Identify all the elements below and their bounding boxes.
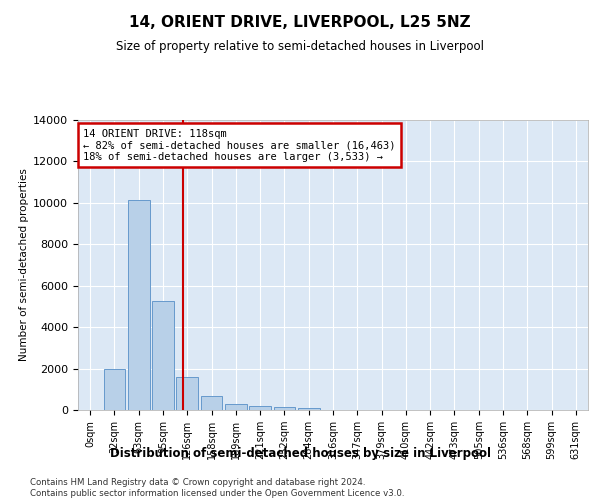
Bar: [200, 396, 223, 410]
Bar: [225, 404, 247, 410]
Bar: [249, 406, 271, 410]
Bar: [298, 408, 320, 410]
Bar: [104, 369, 125, 410]
Bar: [176, 378, 198, 410]
Text: 14, ORIENT DRIVE, LIVERPOOL, L25 5NZ: 14, ORIENT DRIVE, LIVERPOOL, L25 5NZ: [129, 15, 471, 30]
Text: Distribution of semi-detached houses by size in Liverpool: Distribution of semi-detached houses by …: [110, 448, 491, 460]
Text: Size of property relative to semi-detached houses in Liverpool: Size of property relative to semi-detach…: [116, 40, 484, 53]
Text: 14 ORIENT DRIVE: 118sqm
← 82% of semi-detached houses are smaller (16,463)
18% o: 14 ORIENT DRIVE: 118sqm ← 82% of semi-de…: [83, 128, 395, 162]
Bar: [274, 408, 295, 410]
Bar: [128, 200, 149, 410]
Bar: [152, 301, 174, 410]
Y-axis label: Number of semi-detached properties: Number of semi-detached properties: [19, 168, 29, 362]
Text: Contains HM Land Registry data © Crown copyright and database right 2024.
Contai: Contains HM Land Registry data © Crown c…: [30, 478, 404, 498]
